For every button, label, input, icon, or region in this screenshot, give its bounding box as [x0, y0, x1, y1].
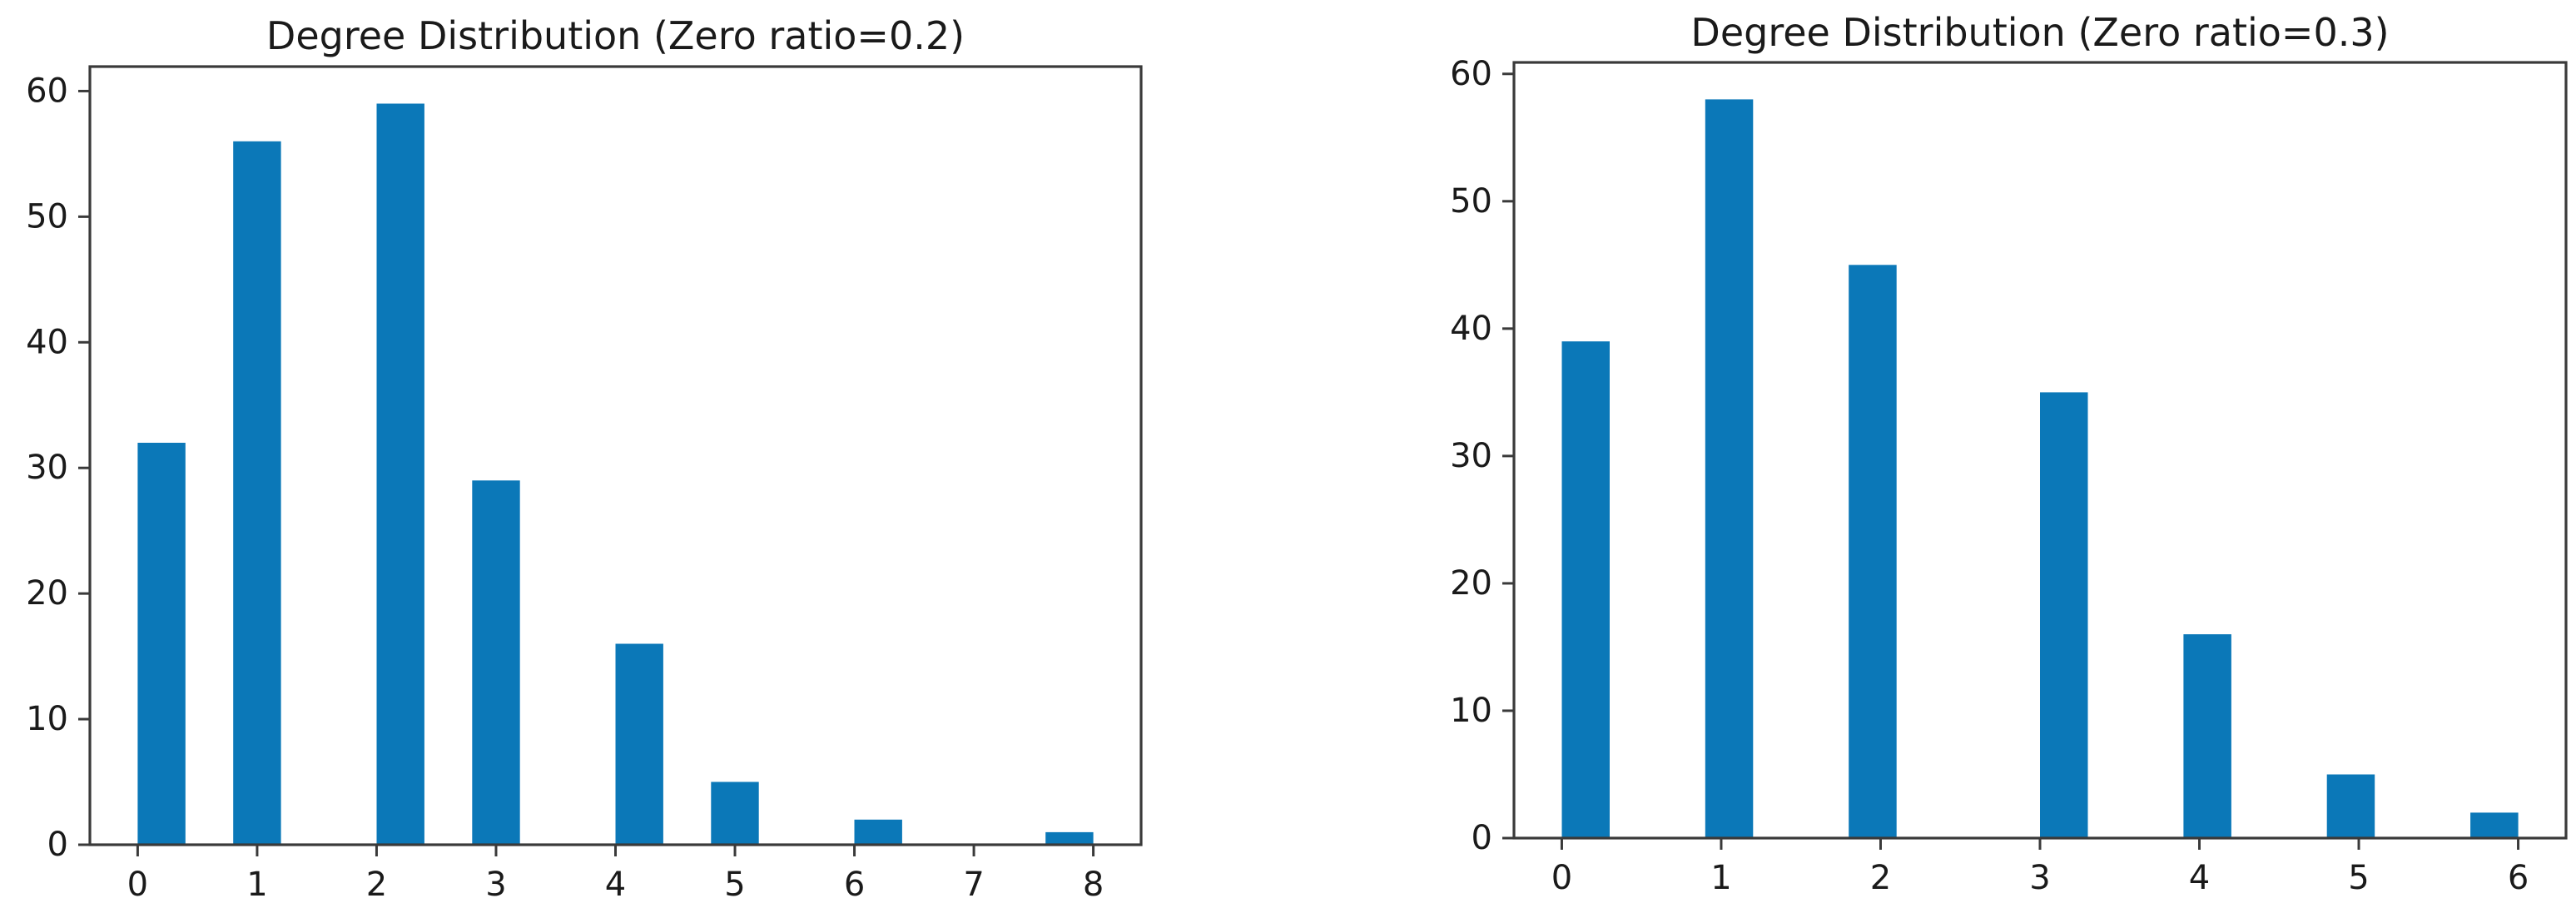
y-tick-label: 20: [1450, 564, 1492, 603]
x-tick-label: 5: [724, 866, 745, 904]
histogram-bar: [472, 480, 520, 845]
x-tick-label: 4: [2189, 859, 2210, 897]
histogram-bar: [615, 643, 663, 845]
x-tick-label: 4: [605, 866, 626, 904]
y-tick-label: 10: [1450, 692, 1492, 730]
y-tick-label: 30: [26, 449, 68, 487]
chart-degree-distribution-zero-ratio-0.3: Degree Distribution (Zero ratio=0.3) 0 10…: [1290, 0, 2576, 908]
y-tick-label: 40: [26, 323, 68, 361]
histogram-bar: [376, 103, 424, 845]
y-tick-label: 60: [26, 72, 68, 110]
y-tick-label: 50: [1450, 182, 1492, 221]
histogram-bar: [854, 819, 902, 845]
x-tick-label: 0: [127, 866, 148, 904]
x-tick-label: 3: [485, 866, 506, 904]
x-tick-label: 8: [1083, 866, 1104, 904]
histogram-bar: [1045, 831, 1094, 845]
x-tick-label: 6: [844, 866, 865, 904]
x-tick-label: 6: [2508, 859, 2529, 897]
bar-plot-area: 0 10 20 30 40 50 60 0 1 2 3 4 5 6 7 8: [26, 65, 1143, 904]
histogram-bar: [1705, 99, 1754, 838]
x-tick-label: 1: [246, 866, 267, 904]
histogram-bar: [137, 443, 186, 845]
histogram-bar: [2470, 812, 2519, 838]
x-tick-label: 2: [1870, 859, 1891, 897]
chart-degree-distribution-zero-ratio-0.2: Degree Distribution (Zero ratio=0.2) 0 10…: [26, 13, 1143, 904]
x-tick-label: 5: [2348, 859, 2369, 897]
histogram-bar: [1561, 341, 1610, 838]
histogram-bar: [2040, 392, 2088, 838]
x-tick-label: 7: [963, 866, 984, 904]
y-tick-label: 30: [1450, 437, 1492, 475]
y-tick-label: 0: [1472, 819, 1492, 857]
chart-title: Degree Distribution (Zero ratio=0.2): [266, 13, 965, 58]
histogram-bar: [711, 781, 759, 845]
x-tick-label: 0: [1551, 859, 1572, 897]
histogram-bar: [2326, 774, 2375, 838]
x-tick-label: 1: [1710, 859, 1731, 897]
chart-title: Degree Distribution (Zero ratio=0.3): [1690, 10, 2390, 55]
histogram-bar: [1849, 265, 1897, 838]
y-tick-label: 50: [26, 197, 68, 236]
x-tick-label: 3: [2029, 859, 2050, 897]
y-tick-label: 20: [26, 574, 68, 613]
histogram-bar: [2183, 634, 2231, 838]
histogram-bar: [233, 141, 281, 846]
bar-plot-area: 0 10 20 30 40 50 60 0 1 2 3 4 5 6: [1450, 55, 2568, 897]
y-tick-label: 40: [1450, 310, 1492, 348]
y-tick-label: 0: [47, 826, 68, 864]
y-tick-label: 10: [26, 700, 68, 738]
x-tick-label: 2: [366, 866, 387, 904]
y-tick-label: 60: [1450, 55, 1492, 93]
